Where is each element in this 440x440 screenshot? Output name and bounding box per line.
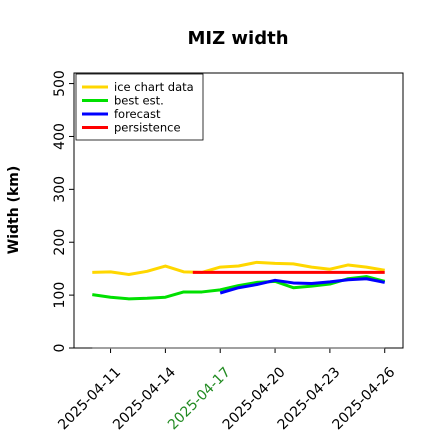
x-axis: 2025-04-112025-04-142025-04-172025-04-20… (55, 348, 398, 433)
series-layer (92, 260, 386, 349)
y-tick-label: 400 (52, 123, 68, 150)
legend-label: forecast (114, 107, 161, 121)
legend-label: best est. (114, 94, 164, 108)
y-tick-label: 0 (52, 344, 68, 353)
y-tick-label: 100 (52, 282, 68, 309)
legend-label: ice chart data (114, 80, 194, 94)
y-axis-label: Width (km) (6, 166, 22, 255)
y-axis: 0 100 200 300 400 500 (52, 70, 74, 352)
series-line-ice-chart-data (92, 260, 385, 276)
chart-title: MIZ width (187, 28, 288, 49)
legend-label: persistence (114, 121, 181, 135)
y-tick-label: 300 (52, 176, 68, 203)
y-tick-label: 500 (52, 70, 68, 97)
y-tick-label: 200 (52, 229, 68, 256)
series-line-forecast (219, 277, 386, 295)
